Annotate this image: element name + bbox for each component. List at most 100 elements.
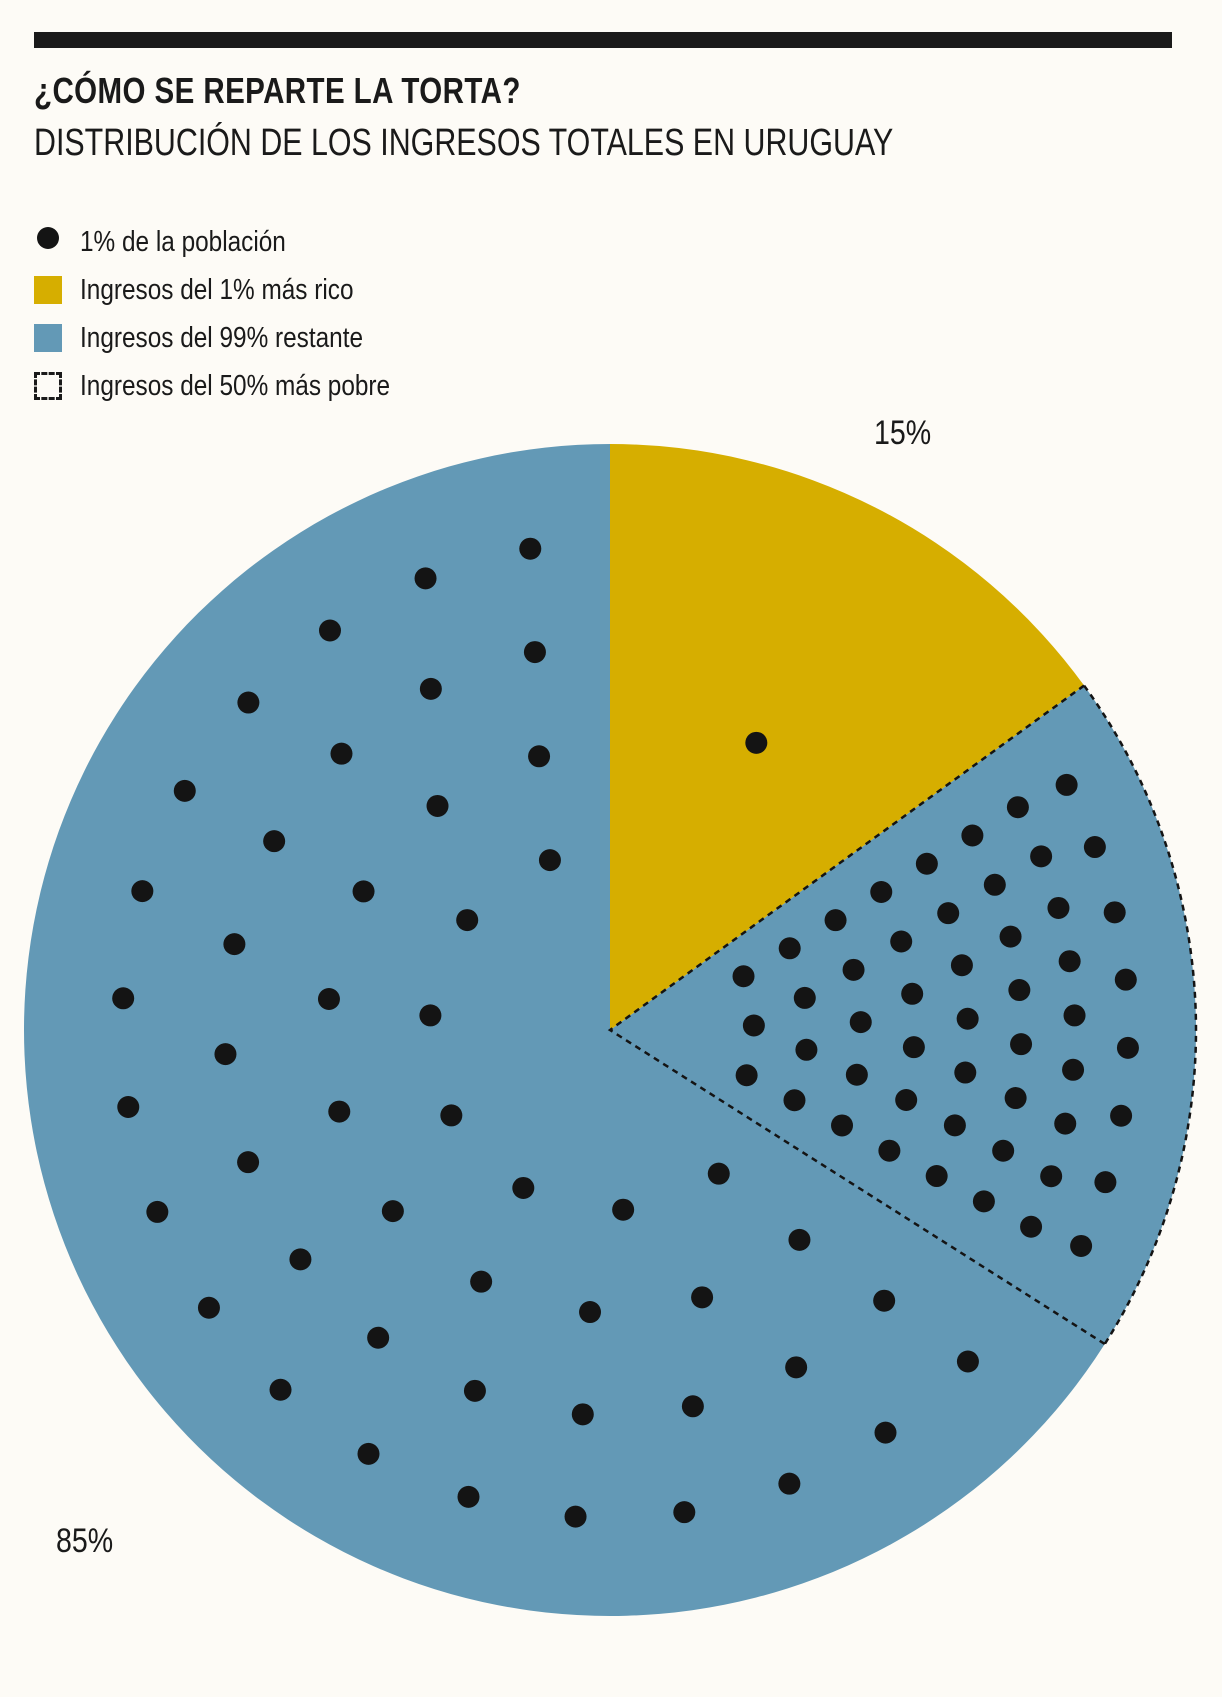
population-dot [999, 925, 1022, 948]
population-dot [1103, 901, 1126, 924]
population-dot [463, 1379, 486, 1402]
legend-item-richest: Ingresos del 1% más rico [34, 266, 449, 314]
population-dot [426, 794, 449, 817]
population-dot [742, 1014, 765, 1037]
population-dot [1110, 1104, 1133, 1127]
population-dot [523, 641, 546, 664]
population-dot [849, 1011, 872, 1034]
population-dot [1083, 836, 1106, 859]
population-dot [793, 986, 816, 1009]
population-dot [223, 933, 246, 956]
population-dot [1062, 1058, 1085, 1081]
population-dot [1004, 1087, 1027, 1110]
population-dot [381, 1200, 404, 1223]
population-dot [1114, 968, 1137, 991]
population-dot [289, 1248, 312, 1271]
legend-label: Ingresos del 99% restante [80, 321, 364, 354]
population-dot [878, 1139, 901, 1162]
population-dot [845, 1063, 868, 1086]
population-dot [778, 937, 801, 960]
top-rule [34, 32, 1172, 48]
population-dot [317, 988, 340, 1011]
population-dot [352, 880, 375, 903]
population-dot [950, 954, 973, 977]
population-dot [512, 1176, 535, 1199]
population-dot [330, 742, 353, 765]
population-dot [237, 1151, 260, 1174]
population-dot [691, 1286, 714, 1309]
population-dot [117, 1096, 140, 1119]
dashed-square-swatch-icon [34, 372, 62, 400]
population-dot [214, 1043, 237, 1066]
population-dot [528, 745, 551, 768]
population-dot [1020, 1215, 1043, 1238]
population-dot [1054, 1112, 1077, 1135]
slice-label-rest: 85% [56, 1522, 114, 1560]
population-dot [707, 1162, 730, 1185]
population-dot [328, 1100, 351, 1123]
population-dot [902, 1036, 925, 1059]
legend-item-rest: Ingresos del 99% restante [34, 314, 449, 362]
population-dot [732, 965, 755, 988]
population-dot [972, 1190, 995, 1213]
population-dot [956, 1007, 979, 1030]
population-dot [915, 852, 938, 875]
population-dot [1047, 896, 1070, 919]
population-dot [937, 902, 960, 925]
population-dot [419, 1004, 442, 1027]
population-dot [269, 1378, 292, 1401]
population-dot [571, 1403, 594, 1426]
population-dot [788, 1228, 811, 1251]
population-dot [1070, 1234, 1093, 1257]
population-dot [1094, 1171, 1117, 1194]
population-dot [874, 1421, 897, 1444]
population-dot [983, 873, 1006, 896]
population-dot [895, 1089, 918, 1112]
population-dot [612, 1198, 635, 1221]
population-dot [357, 1442, 380, 1465]
population-dot [873, 1289, 896, 1312]
population-dot [785, 1356, 808, 1379]
population-dot [870, 880, 893, 903]
population-dot [831, 1114, 854, 1137]
population-dot [414, 567, 437, 590]
population-dot [778, 1472, 801, 1495]
chart-subtitle: DISTRIBUCIÓN DE LOS INGRESOS TOTALES EN … [34, 122, 894, 164]
population-dot [956, 1350, 979, 1373]
population-dot [237, 691, 260, 714]
population-dot [173, 779, 196, 802]
population-dot [745, 731, 768, 754]
population-dot [1040, 1165, 1063, 1188]
population-dot [795, 1038, 818, 1061]
population-dot [824, 909, 847, 932]
population-dot [1010, 1033, 1033, 1056]
legend-item-population-dot: 1% de la población [34, 218, 449, 266]
population-dot [901, 982, 924, 1005]
population-dot [925, 1165, 948, 1188]
legend-label: 1% de la población [80, 225, 286, 258]
population-dot [564, 1505, 587, 1528]
population-dot [263, 830, 286, 853]
population-dot [131, 880, 154, 903]
population-dot [419, 677, 442, 700]
population-dot [842, 958, 865, 981]
population-dot [440, 1104, 463, 1127]
population-dot [470, 1270, 493, 1293]
population-dot [1055, 773, 1078, 796]
population-dot [1008, 979, 1031, 1002]
population-dot [681, 1395, 704, 1418]
dot-icon [37, 227, 59, 249]
population-dot [579, 1301, 602, 1324]
population-dot [457, 1485, 480, 1508]
legend-label: Ingresos del 1% más rico [80, 273, 354, 306]
population-dot [197, 1296, 220, 1319]
legend: 1% de la población Ingresos del 1% más r… [34, 218, 449, 410]
population-dot [735, 1064, 758, 1087]
population-dot [1063, 1004, 1086, 1027]
population-dot [890, 930, 913, 953]
population-dot [961, 824, 984, 847]
population-dot [673, 1501, 696, 1524]
population-dot [783, 1089, 806, 1112]
population-dot [318, 619, 341, 642]
